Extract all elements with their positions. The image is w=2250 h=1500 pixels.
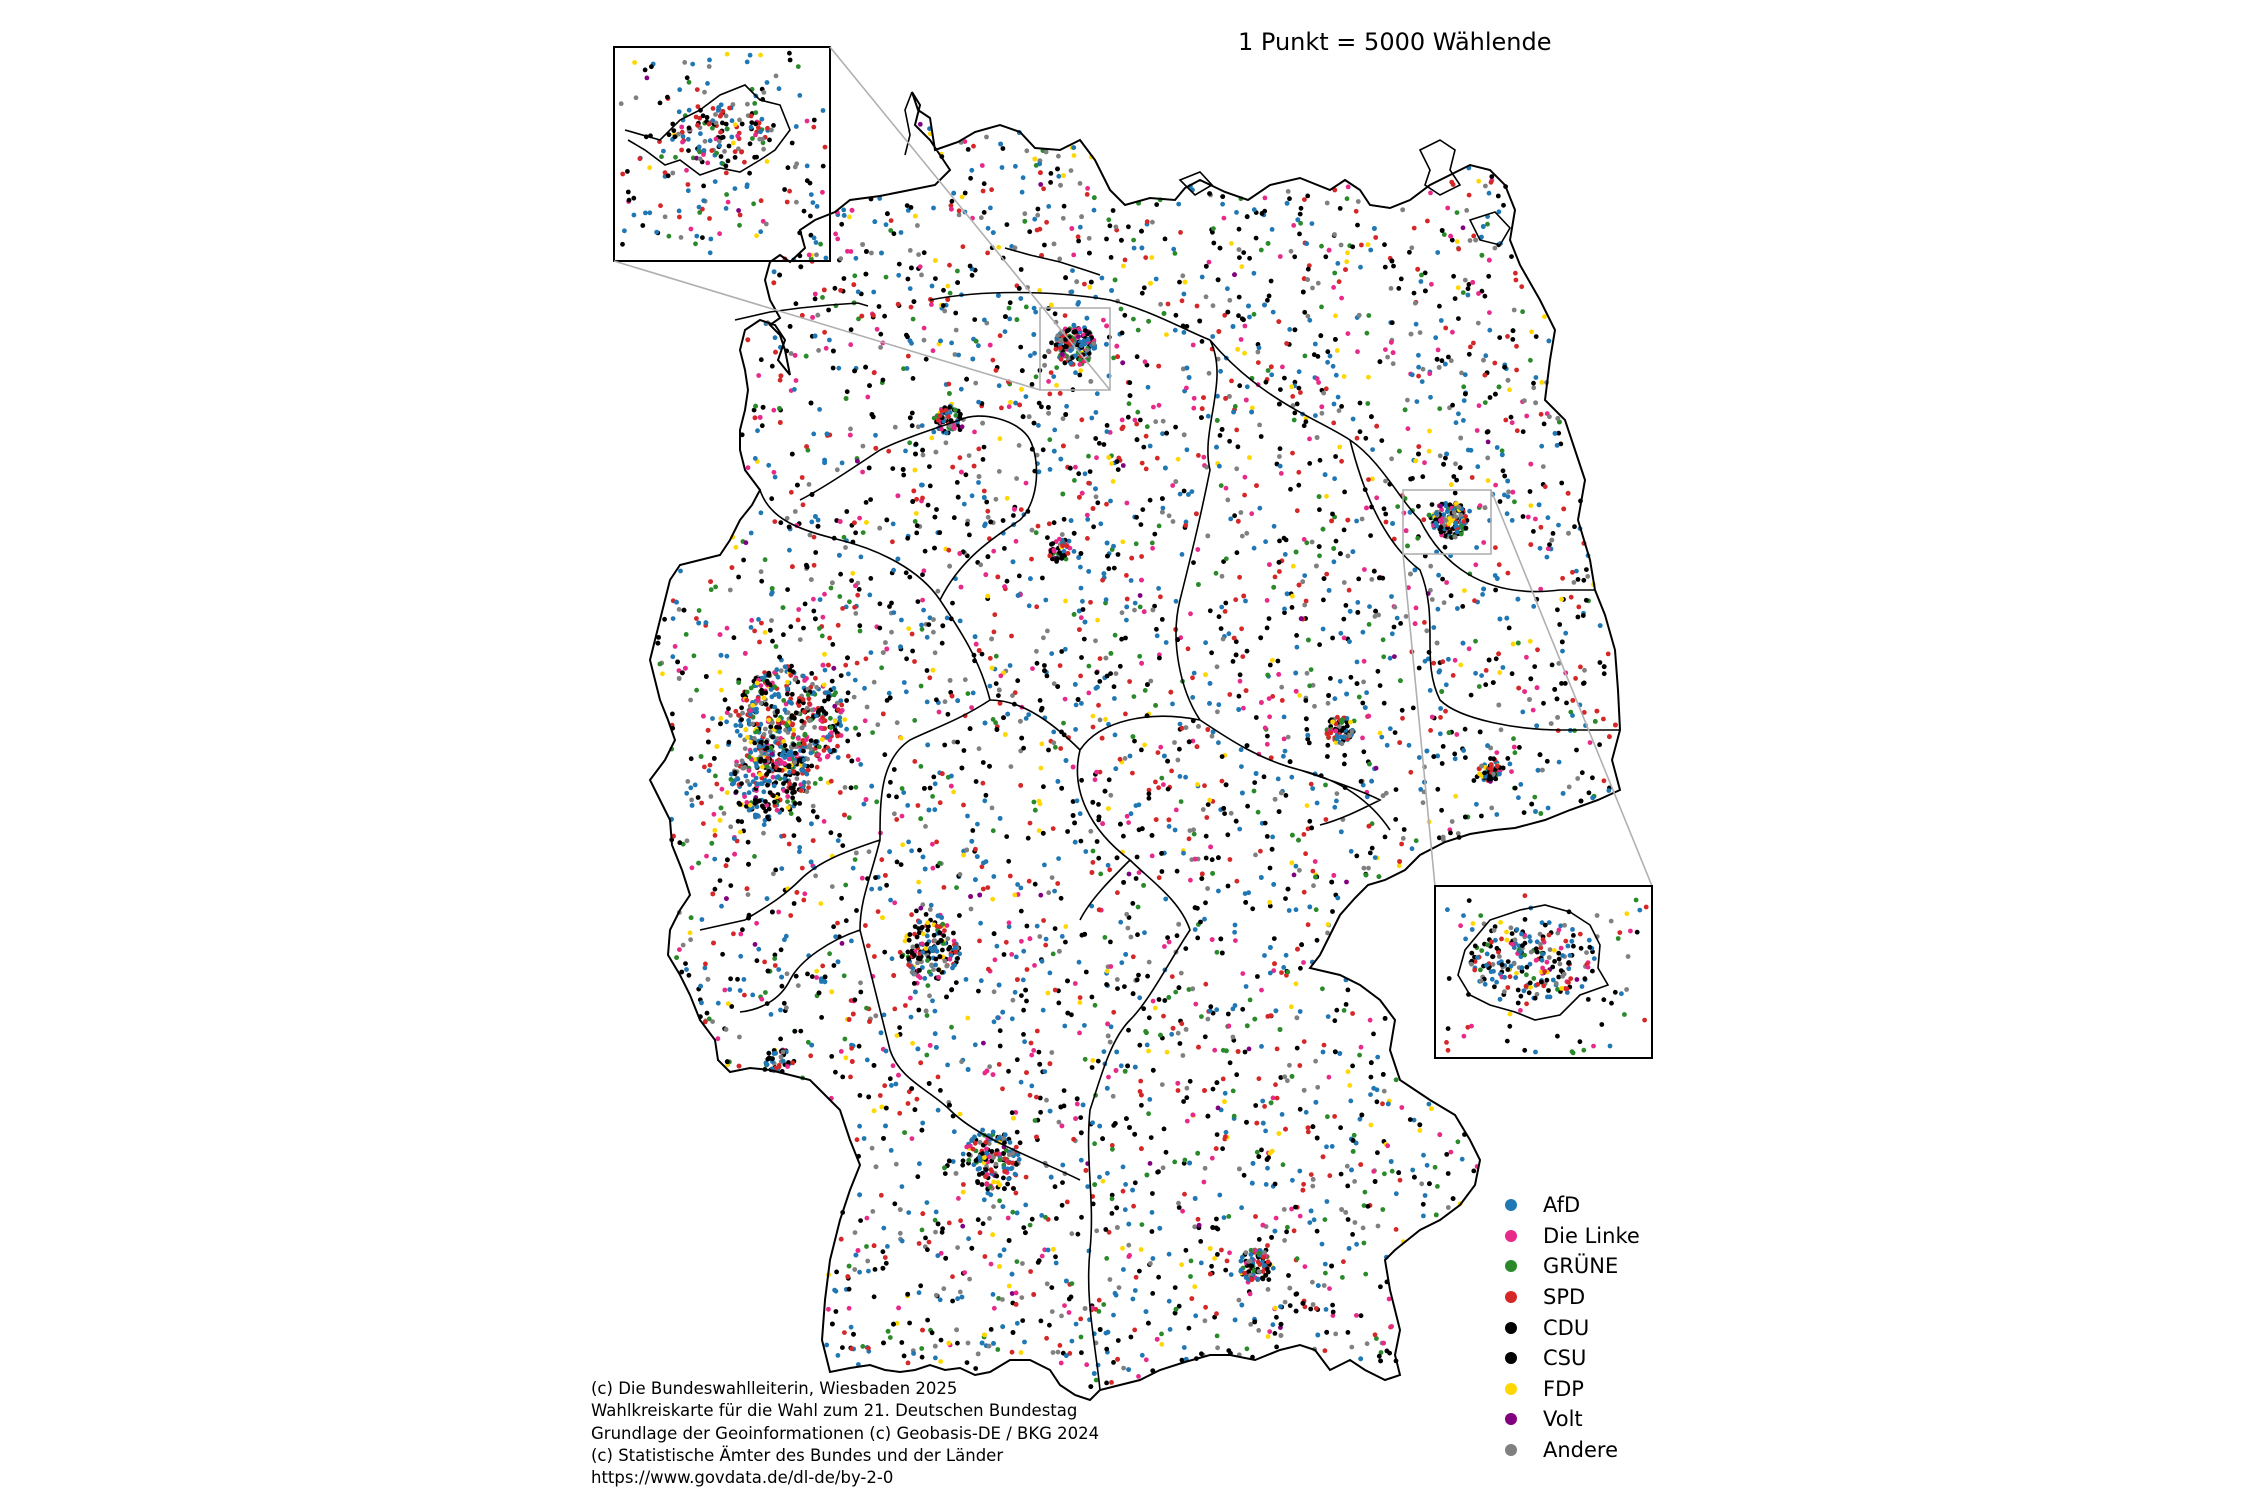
legend-dot-icon xyxy=(1505,1444,1517,1457)
berlin-inset-outline xyxy=(1457,904,1610,1021)
island-sylt xyxy=(904,91,913,156)
island-usedom xyxy=(1468,211,1511,246)
legend-dot-icon xyxy=(1505,1352,1517,1365)
legend-item: GRÜNE xyxy=(1505,1251,1640,1282)
legend-item: Andere xyxy=(1505,1435,1640,1466)
legend-item: Volt xyxy=(1505,1404,1640,1435)
inset-connector-line xyxy=(1490,489,1653,887)
voter-dots xyxy=(618,50,1649,1389)
legend-label: Andere xyxy=(1543,1438,1619,1463)
credit-line: https://www.govdata.de/dl-de/by-2-0 xyxy=(591,1468,894,1488)
hamburg-inset-outline xyxy=(624,84,791,176)
credit-line: (c) Statistische Ämter des Bundes und de… xyxy=(591,1445,1004,1465)
legend-label: CSU xyxy=(1543,1346,1587,1371)
legend-dot-icon xyxy=(1505,1229,1517,1242)
legend-dot-icon xyxy=(1505,1199,1517,1212)
legend-item: CSU xyxy=(1505,1343,1640,1374)
coastline-fragment xyxy=(1004,247,1101,276)
inset-connector-line xyxy=(1402,553,1436,887)
legend-label: Volt xyxy=(1543,1407,1583,1432)
island-ruegen xyxy=(1418,139,1462,196)
legend-dot-icon xyxy=(1505,1291,1517,1304)
coastline-fragment xyxy=(734,302,869,321)
legend-dot-icon xyxy=(1505,1413,1517,1426)
map-title: 1 Punkt = 5000 Wählende xyxy=(1238,28,1552,56)
credit-line: Wahlkreiskarte für die Wahl zum 21. Deut… xyxy=(591,1401,1078,1421)
legend-dot-icon xyxy=(1505,1321,1517,1334)
legend-item: SPD xyxy=(1505,1282,1640,1313)
berlin-zoom-box xyxy=(1402,489,1492,555)
berlin-inset-frame xyxy=(1434,885,1653,1059)
germany-outline xyxy=(648,91,1622,1402)
inset-connector-line xyxy=(829,46,1111,391)
hamburg-zoom-box xyxy=(1039,307,1111,391)
legend-label: Die Linke xyxy=(1543,1223,1640,1248)
hamburg-inset-frame xyxy=(613,46,831,262)
legend-dot-icon xyxy=(1505,1382,1517,1395)
legend-label: GRÜNE xyxy=(1543,1254,1619,1279)
credits: (c) Die Bundeswahlleiterin, Wiesbaden 20… xyxy=(591,1378,1099,1489)
legend-dot-icon xyxy=(1505,1260,1517,1273)
legend-label: SPD xyxy=(1543,1285,1586,1310)
state-borders xyxy=(699,291,1620,1391)
legend-label: AfD xyxy=(1543,1193,1581,1218)
legend-label: CDU xyxy=(1543,1315,1590,1340)
legend-label: FDP xyxy=(1543,1376,1584,1401)
credit-line: Grundlage der Geoinformationen (c) Geoba… xyxy=(591,1423,1100,1443)
credit-line: (c) Die Bundeswahlleiterin, Wiesbaden 20… xyxy=(591,1379,958,1398)
legend-item: Die Linke xyxy=(1505,1221,1640,1252)
island-fehmarn xyxy=(1178,171,1214,197)
legend-item: FDP xyxy=(1505,1374,1640,1405)
legend-item: CDU xyxy=(1505,1312,1640,1343)
legend: AfD Die Linke GRÜNE SPD CDU CSU FDP Volt Andere xyxy=(1505,1190,1640,1465)
inset-connector-line xyxy=(613,260,1041,391)
legend-item: AfD xyxy=(1505,1190,1640,1221)
